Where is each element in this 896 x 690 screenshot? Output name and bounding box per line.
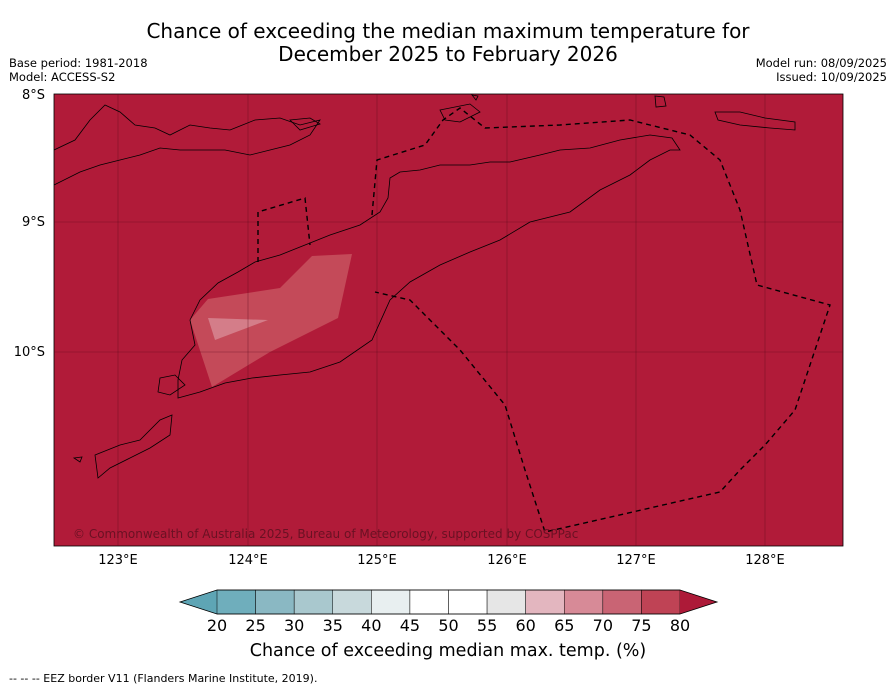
colorbar-tick-label: 30 xyxy=(283,616,305,635)
colorbar xyxy=(178,589,719,615)
colorbar-extend-low xyxy=(180,590,217,614)
small-island-3 xyxy=(471,94,479,101)
colorbar-cell xyxy=(409,589,449,615)
title-line-2: December 2025 to February 2026 xyxy=(278,42,618,66)
eez-legend: -- -- -- EEZ border V11 (Flanders Marine… xyxy=(9,672,318,685)
colorbar-cell xyxy=(602,589,642,615)
savu-island xyxy=(72,456,83,463)
colorbar-cell xyxy=(564,589,604,615)
issued-date: Issued: 10/09/2025 xyxy=(776,70,887,84)
lat-label-9s: 9°S xyxy=(21,215,45,230)
colorbar-outline xyxy=(178,589,719,615)
lon-label-123e: 123°E xyxy=(98,553,138,568)
colorbar-cell xyxy=(216,589,256,615)
colorbar-tick-label: 70 xyxy=(592,616,614,635)
colorbar-tick-label: 55 xyxy=(476,616,498,635)
model-name: Model: ACCESS-S2 xyxy=(9,70,116,84)
lon-label-125e: 125°E xyxy=(357,553,397,568)
colorbar-cell xyxy=(448,589,488,615)
timor-coast xyxy=(177,134,681,399)
colorbar-tick-label: 40 xyxy=(361,616,382,635)
coastlines xyxy=(54,94,796,479)
model-run: Model run: 08/09/2025 xyxy=(755,56,887,70)
eez-border xyxy=(257,107,831,533)
alor-island xyxy=(289,117,321,131)
lon-label-127e: 127°E xyxy=(616,553,656,568)
graticule xyxy=(54,94,843,546)
colorbar-tick-label: 60 xyxy=(515,616,536,635)
map-title: Chance of exceeding the median maximum t… xyxy=(0,20,896,66)
lon-label-128e: 128°E xyxy=(745,553,785,568)
lon-label-126e: 126°E xyxy=(487,553,527,568)
base-info: Base period: 1981-2018 Model: ACCESS-S2 xyxy=(9,56,148,84)
colorbar-cell xyxy=(255,589,295,615)
colorbar-tick-label: 75 xyxy=(631,616,652,635)
lon-label-124e: 124°E xyxy=(228,553,268,568)
run-info: Model run: 08/09/2025 Issued: 10/09/2025 xyxy=(756,56,887,84)
colorbar-tick-label: 35 xyxy=(322,616,343,635)
probability-patch-70 xyxy=(208,318,268,340)
small-island-1 xyxy=(654,95,667,108)
colorbar-cell xyxy=(371,589,411,615)
colorbar-cell xyxy=(641,589,681,615)
base-period: Base period: 1981-2018 xyxy=(9,56,148,70)
colorbar-cell xyxy=(486,589,526,615)
colorbar-tick-label: 50 xyxy=(438,616,459,635)
colorbar-tick-label: 80 xyxy=(669,616,691,635)
colorbar-extend-high xyxy=(680,590,717,614)
map-area xyxy=(53,93,844,547)
colorbar-cell xyxy=(332,589,372,615)
title-line-1: Chance of exceeding the median maximum t… xyxy=(146,19,750,43)
colorbar-label: Chance of exceeding median max. temp. (%… xyxy=(249,641,647,661)
copyright-text: © Commonwealth of Australia 2025, Bureau… xyxy=(73,527,578,541)
lat-label-10s: 10°S xyxy=(13,345,45,360)
flores-coast xyxy=(54,104,321,186)
colorbar-tick-label: 65 xyxy=(554,616,575,635)
small-island-2 xyxy=(714,111,796,131)
colorbar-cell xyxy=(525,589,565,615)
colorbar-tick-label: 20 xyxy=(206,616,228,635)
rote-island xyxy=(157,374,186,396)
sumba-coast xyxy=(94,414,173,479)
lat-label-8s: 8°S xyxy=(21,88,45,103)
colorbar-tick-label: 25 xyxy=(245,616,266,635)
probability-patch-75 xyxy=(190,254,352,387)
colorbar-tick-label: 45 xyxy=(399,616,421,635)
colorbar-cell xyxy=(293,589,333,615)
